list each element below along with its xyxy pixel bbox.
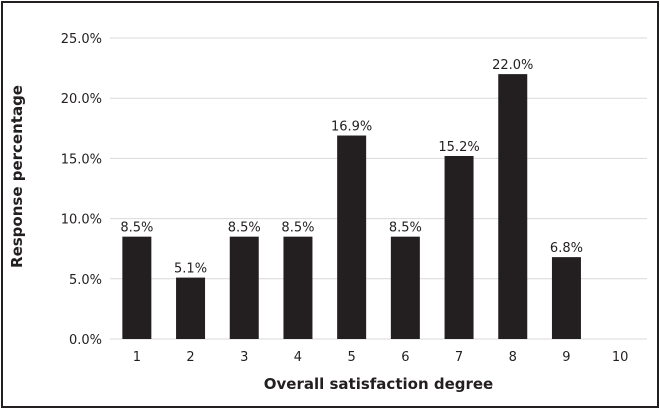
x-tick-label: 9 bbox=[562, 350, 570, 365]
x-tick-label: 2 bbox=[186, 350, 194, 365]
x-axis-title: Overall satisfaction degree bbox=[264, 375, 493, 393]
bar bbox=[283, 236, 313, 339]
data-label: 8.5% bbox=[389, 221, 422, 236]
x-tick-label: 8 bbox=[509, 350, 517, 365]
bar bbox=[390, 236, 420, 339]
bar bbox=[122, 236, 152, 339]
data-label: 5.1% bbox=[174, 262, 207, 277]
bar bbox=[337, 135, 367, 339]
data-label: 6.8% bbox=[550, 241, 583, 256]
x-tick-label: 7 bbox=[455, 350, 463, 365]
x-tick-label: 6 bbox=[401, 350, 409, 365]
y-axis-ticks: 0.0% 5.0% 10.0% 15.0% 20.0% 25.0% bbox=[61, 32, 102, 348]
bar bbox=[444, 155, 474, 339]
x-tick-label: 4 bbox=[294, 350, 302, 365]
x-tick-label: 5 bbox=[348, 350, 356, 365]
data-label: 8.5% bbox=[228, 221, 261, 236]
y-tick-label: 20.0% bbox=[61, 92, 102, 107]
bar bbox=[229, 236, 259, 339]
x-axis-ticks: 1 2 3 4 5 6 7 8 9 10 bbox=[133, 350, 629, 365]
bar bbox=[176, 277, 206, 339]
data-label: 15.2% bbox=[438, 140, 479, 155]
data-label: 8.5% bbox=[120, 221, 153, 236]
x-tick-label: 10 bbox=[612, 350, 629, 365]
data-labels: 8.5% 5.1% 8.5% 8.5% 16.9% 8.5% 15.2% 22.0% 6.8% bbox=[120, 58, 583, 276]
data-label: 8.5% bbox=[281, 221, 314, 236]
x-tick-label: 3 bbox=[240, 350, 248, 365]
bar bbox=[498, 74, 528, 340]
y-tick-label: 25.0% bbox=[61, 32, 102, 47]
x-tick-label: 1 bbox=[133, 350, 141, 365]
y-axis-title: Response percentage bbox=[8, 85, 26, 268]
data-label: 16.9% bbox=[331, 120, 372, 135]
y-tick-label: 10.0% bbox=[61, 213, 102, 228]
data-label: 22.0% bbox=[492, 58, 533, 73]
y-tick-label: 15.0% bbox=[61, 152, 102, 167]
bars bbox=[122, 74, 581, 340]
bar bbox=[551, 257, 581, 339]
y-tick-label: 5.0% bbox=[69, 273, 102, 288]
y-tick-label: 0.0% bbox=[69, 333, 102, 348]
